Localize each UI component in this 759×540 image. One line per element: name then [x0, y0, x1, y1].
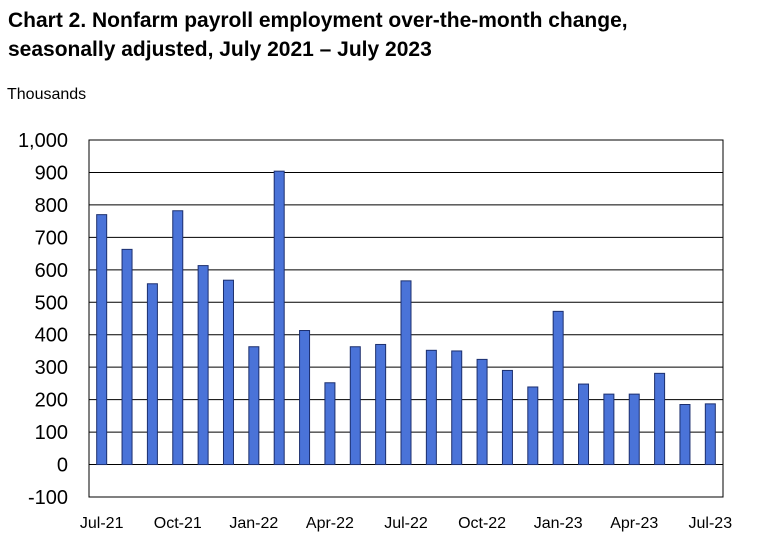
bar	[425, 349, 437, 466]
bar	[375, 343, 387, 466]
bar	[501, 369, 513, 466]
x-tick-label: Jul-23	[689, 515, 733, 532]
y-tick-label: 200	[35, 390, 68, 412]
x-tick-label: Oct-21	[154, 515, 202, 532]
bar	[654, 372, 666, 466]
x-tick-label: Jan-23	[534, 515, 583, 532]
x-tick-label: Jul-21	[80, 515, 124, 532]
bar	[349, 346, 361, 466]
bar	[679, 404, 691, 466]
x-tick-label: Oct-22	[458, 515, 506, 532]
bar	[248, 346, 260, 466]
bar	[146, 283, 158, 466]
x-tick-label: Apr-23	[610, 515, 658, 532]
chart-title-line-1: Chart 2. Nonfarm payroll employment over…	[8, 9, 628, 32]
bar	[172, 210, 184, 466]
x-tick-label: Apr-22	[306, 515, 354, 532]
y-tick-label: 100	[35, 422, 68, 444]
y-tick-label: 400	[35, 325, 68, 347]
y-tick-label: 900	[35, 162, 68, 184]
y-axis-unit-label: Thousands	[7, 86, 87, 103]
bar	[273, 170, 285, 466]
x-tick-label: Jul-22	[384, 515, 428, 532]
bar	[476, 358, 488, 466]
bar	[299, 330, 311, 466]
chart-title-line-2: seasonally adjusted, July 2021 – July 20…	[8, 38, 432, 61]
bar	[451, 350, 463, 466]
y-tick-label: 500	[35, 292, 68, 314]
bar	[552, 310, 564, 466]
bar	[222, 279, 234, 466]
bar	[628, 393, 640, 466]
bar	[96, 214, 108, 466]
chart-title: Chart 2. Nonfarm payroll employment over…	[8, 6, 753, 64]
x-tick-label: Jan-22	[229, 515, 278, 532]
bar	[197, 265, 209, 466]
y-tick-label: 600	[35, 260, 68, 282]
y-tick-label: -100	[28, 487, 68, 509]
bar	[527, 386, 539, 466]
y-tick-label: 800	[35, 195, 68, 217]
y-tick-label: 1,000	[18, 130, 68, 152]
bar	[400, 280, 412, 466]
y-tick-label: 300	[35, 357, 68, 379]
bar	[704, 403, 716, 466]
bar	[603, 393, 615, 466]
y-tick-label: 0	[57, 455, 68, 477]
bar	[121, 248, 133, 466]
bar	[324, 382, 336, 466]
bar	[578, 383, 590, 466]
y-tick-label: 700	[35, 227, 68, 249]
